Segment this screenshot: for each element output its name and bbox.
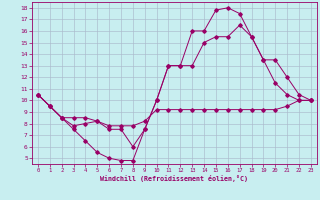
- X-axis label: Windchill (Refroidissement éolien,°C): Windchill (Refroidissement éolien,°C): [100, 175, 248, 182]
